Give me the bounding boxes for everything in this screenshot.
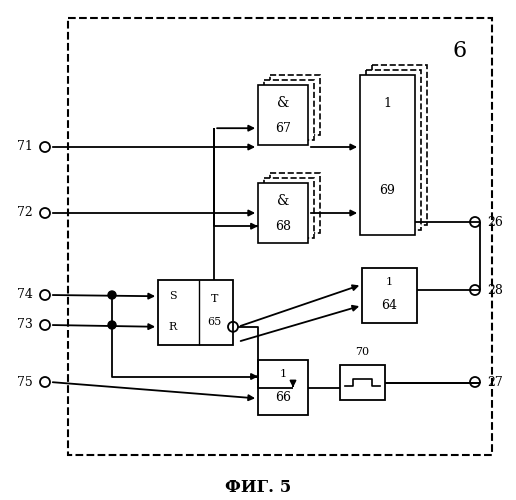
Bar [258, 85, 308, 145]
Bar [340, 365, 385, 400]
Text: S: S [169, 291, 177, 301]
Text: 1: 1 [383, 98, 392, 110]
Text: 27: 27 [487, 376, 503, 388]
Bar [258, 360, 308, 415]
Bar [270, 173, 320, 233]
Text: 67: 67 [275, 122, 291, 134]
Bar [360, 75, 415, 235]
Text: &: & [277, 194, 289, 208]
Bar [158, 280, 233, 345]
Circle shape [108, 291, 116, 299]
Text: 74: 74 [17, 288, 33, 302]
Text: 65: 65 [207, 318, 221, 327]
Text: 68: 68 [275, 220, 291, 232]
Text: 28: 28 [487, 284, 503, 296]
Text: 66: 66 [275, 391, 291, 404]
Bar [264, 80, 314, 140]
Bar [264, 178, 314, 238]
Text: R: R [169, 322, 177, 332]
Text: 70: 70 [356, 347, 369, 357]
Circle shape [108, 321, 116, 329]
Text: 69: 69 [380, 184, 395, 196]
Text: &: & [277, 96, 289, 110]
Text: 73: 73 [17, 318, 33, 332]
Bar [68, 18, 492, 455]
Bar [258, 183, 308, 243]
Text: 26: 26 [487, 216, 503, 228]
Text: 1: 1 [280, 369, 286, 379]
Text: 72: 72 [17, 206, 33, 220]
Text: 1: 1 [386, 277, 393, 287]
Text: ФИГ. 5: ФИГ. 5 [225, 480, 291, 496]
Text: 71: 71 [17, 140, 33, 153]
Text: 75: 75 [17, 376, 33, 388]
Bar [362, 268, 417, 323]
Bar [366, 70, 421, 230]
Bar [270, 75, 320, 135]
Text: T: T [211, 294, 218, 304]
Bar [372, 65, 427, 225]
Text: 64: 64 [381, 299, 397, 312]
Text: 6: 6 [452, 40, 466, 62]
